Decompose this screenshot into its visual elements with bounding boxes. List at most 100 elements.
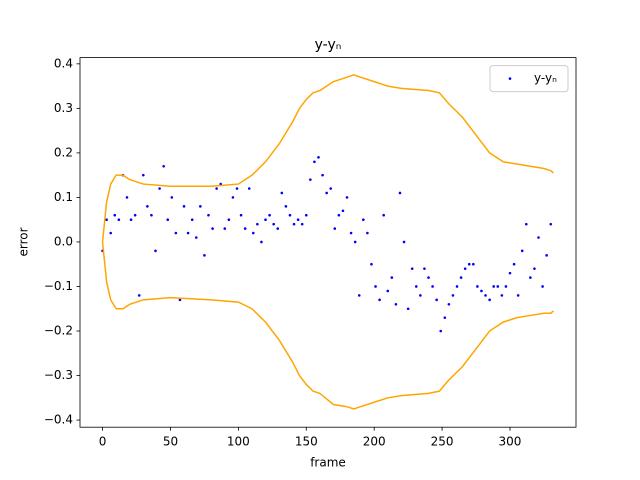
point [443, 316, 447, 319]
point [243, 227, 247, 230]
point [280, 191, 284, 195]
point [117, 218, 121, 221]
point [170, 196, 174, 199]
x-tick-label: 0 [99, 435, 107, 449]
point [231, 196, 235, 199]
point [321, 173, 324, 177]
point [394, 302, 398, 306]
point [414, 285, 418, 288]
point [533, 267, 536, 270]
point [105, 218, 108, 221]
point [109, 231, 112, 235]
x-tick-label: 200 [363, 435, 386, 449]
point [496, 285, 500, 288]
point [296, 218, 300, 221]
point [455, 285, 459, 288]
axes-frame [79, 57, 577, 428]
point [264, 218, 267, 221]
point [252, 231, 255, 235]
legend-box [489, 65, 569, 93]
point [390, 276, 394, 279]
y-tick-label: −0.4 [44, 413, 73, 427]
point [174, 231, 178, 235]
line [101, 241, 554, 410]
point [215, 187, 218, 190]
point [492, 285, 495, 288]
point [366, 231, 369, 235]
point [239, 213, 243, 217]
y-tick-label: 0.2 [54, 145, 73, 159]
point [378, 298, 381, 302]
point [480, 289, 483, 293]
point [203, 254, 206, 257]
point [447, 302, 451, 306]
point [292, 222, 296, 226]
point [524, 222, 528, 226]
point [317, 156, 320, 159]
point [500, 294, 504, 297]
point [476, 285, 479, 288]
point [150, 213, 153, 217]
point [512, 262, 516, 266]
x-tick-label: 50 [163, 435, 178, 449]
point [141, 173, 145, 177]
point [423, 267, 426, 270]
point [276, 227, 280, 230]
point [406, 307, 410, 311]
y-tick-label: 0.1 [54, 190, 73, 204]
x-tick-label: 150 [295, 435, 318, 449]
point [313, 160, 316, 164]
point [272, 222, 275, 226]
point [419, 294, 422, 297]
point [345, 196, 349, 199]
point [162, 164, 165, 168]
point [537, 236, 540, 239]
legend-marker [508, 77, 512, 80]
point [459, 276, 463, 279]
point [398, 191, 402, 195]
y-axis-label: error [17, 227, 31, 256]
point [133, 213, 137, 217]
point [288, 213, 292, 217]
point [325, 191, 328, 195]
point [194, 236, 198, 239]
line [101, 74, 554, 243]
point [129, 218, 133, 221]
point [211, 227, 214, 230]
point [337, 213, 341, 217]
point [125, 196, 129, 199]
point [227, 218, 231, 221]
point [158, 187, 161, 190]
point [341, 209, 345, 213]
point [199, 205, 202, 208]
point [439, 329, 443, 333]
y-tick-label: 0.4 [54, 56, 73, 70]
point [178, 298, 182, 302]
point [223, 227, 227, 230]
point [529, 276, 532, 279]
point [154, 249, 157, 253]
point [137, 294, 141, 297]
point [333, 227, 337, 230]
point [300, 222, 304, 226]
point [410, 267, 414, 270]
point [382, 213, 385, 217]
point [374, 285, 377, 288]
point [357, 294, 361, 297]
y-tick-label: −0.2 [44, 324, 73, 338]
point [329, 187, 333, 190]
point [260, 240, 263, 244]
x-axis-label: frame [310, 456, 346, 470]
point [284, 205, 288, 208]
point [484, 294, 487, 297]
point [268, 213, 271, 217]
point [520, 249, 524, 253]
point [451, 294, 455, 297]
point [146, 205, 149, 208]
y-tick-label: −0.1 [44, 279, 73, 293]
point [463, 267, 467, 270]
x-tick-label: 300 [499, 435, 522, 449]
x-tick-label: 100 [227, 435, 250, 449]
y-tick-label: 0.3 [54, 101, 73, 115]
